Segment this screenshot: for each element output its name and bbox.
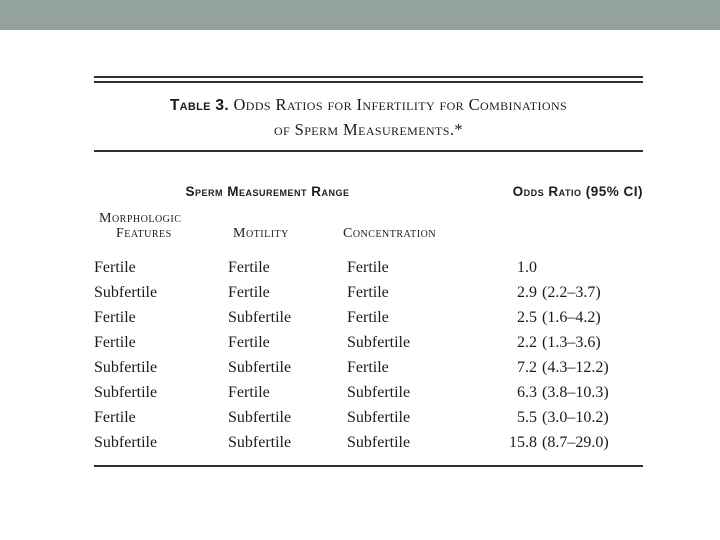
table-row: Fertile Subfertile Subfertile 5.5 (3.0–10… [94,405,643,430]
journal-table: Table 3. Odds Ratios for Infertility for… [94,76,643,467]
odds-ratio-cell: 7.2 (4.3–12.2) [499,359,643,377]
odds-ratio-value: 6.3 [517,383,537,401]
table-row: Subfertile Subfertile Subfertile 15.8 (8.… [94,430,643,455]
table-row: Fertile Fertile Subfertile 2.2 (1.3–3.6) [94,330,643,355]
table-row: Subfertile Fertile Fertile 2.9 (2.2–3.7) [94,280,643,305]
morphologic-cell: Fertile [94,258,136,276]
confidence-interval: (2.2–3.7) [542,283,601,301]
table-body: Fertile Fertile Fertile 1.0 Subfertile F… [94,255,643,455]
motility-cell: Fertile [228,258,270,276]
table-title-line1: Table 3. Odds Ratios for Infertility for… [170,95,567,114]
odds-ratio-cell: 2.5 (1.6–4.2) [499,309,643,327]
odds-ratio-cell: 6.3 (3.8–10.3) [499,384,643,402]
confidence-interval: (8.7–29.0) [542,433,609,451]
confidence-interval: (1.3–3.6) [542,333,601,351]
concentration-header: Concentration [343,226,437,241]
odds-ratio-cell: 2.9 (2.2–3.7) [499,284,643,302]
table-top-rule [94,76,643,83]
motility-header: Motility [233,226,289,241]
confidence-interval: (3.0–10.2) [542,408,609,426]
morphologic-cell: Subfertile [94,433,158,451]
odds-ratio-cell: 1.0 [499,259,643,277]
odds-ratio-header: Odds Ratio (95% CI) [512,184,643,199]
motility-cell: Subfertile [228,358,292,376]
concentration-cell: Fertile [347,283,389,301]
table-header-row: Sperm Measurement Range Odds Ratio (95% … [94,183,643,200]
morphologic-cell: Fertile [94,308,136,326]
concentration-cell: Fertile [347,258,389,276]
morphologic-cell: Fertile [94,333,136,351]
odds-ratio-value: 2.9 [517,283,537,301]
odds-ratio-value: 1.0 [517,258,537,276]
table-title-text: Odds Ratios for Infertility for Combinat… [233,95,568,114]
table-title-line2: of Sperm Measurements.* [273,120,464,139]
table-row: Subfertile Subfertile Fertile 7.2 (4.3–12… [94,355,643,380]
column-group-header: Sperm Measurement Range [185,184,350,199]
slide-accent-bar [0,0,720,30]
concentration-cell: Subfertile [347,433,411,451]
table-title: Table 3. Odds Ratios for Infertility for… [94,83,643,150]
table-row: Subfertile Fertile Subfertile 6.3 (3.8–10… [94,380,643,405]
morphologic-cell: Fertile [94,408,136,426]
table-subheader-row: Morphologic Features Motility Concentrat… [94,211,643,241]
table-row: Fertile Fertile Fertile 1.0 [94,255,643,280]
table-title-rule [94,150,643,152]
odds-ratio-cell: 5.5 (3.0–10.2) [499,409,643,427]
table-bottom-rule [94,465,643,467]
morphologic-cell: Subfertile [94,383,158,401]
morphologic-features-header: Morphologic Features [94,211,228,241]
odds-ratio-value: 5.5 [517,408,537,426]
motility-cell: Fertile [228,383,270,401]
odds-ratio-cell: 15.8 (8.7–29.0) [499,434,643,452]
concentration-cell: Fertile [347,358,389,376]
concentration-cell: Fertile [347,308,389,326]
motility-cell: Subfertile [228,408,292,426]
confidence-interval: (4.3–12.2) [542,358,609,376]
motility-cell: Fertile [228,333,270,351]
morphologic-cell: Subfertile [94,358,158,376]
concentration-cell: Subfertile [347,333,411,351]
motility-cell: Fertile [228,283,270,301]
odds-ratio-cell: 2.2 (1.3–3.6) [499,334,643,352]
concentration-cell: Subfertile [347,408,411,426]
confidence-interval: (3.8–10.3) [542,383,609,401]
table-row: Fertile Subfertile Fertile 2.5 (1.6–4.2) [94,305,643,330]
confidence-interval: (1.6–4.2) [542,308,601,326]
odds-ratio-value: 7.2 [517,358,537,376]
morphologic-header-line2: Features [116,226,172,241]
morphologic-header-line1: Morphologic [99,211,182,226]
morphologic-cell: Subfertile [94,283,158,301]
odds-ratio-value: 15.8 [509,433,537,451]
odds-ratio-value: 2.5 [517,308,537,326]
concentration-cell: Subfertile [347,383,411,401]
odds-ratio-value: 2.2 [517,333,537,351]
motility-cell: Subfertile [228,433,292,451]
table-number-label: Table 3. [169,97,229,114]
motility-cell: Subfertile [228,308,292,326]
